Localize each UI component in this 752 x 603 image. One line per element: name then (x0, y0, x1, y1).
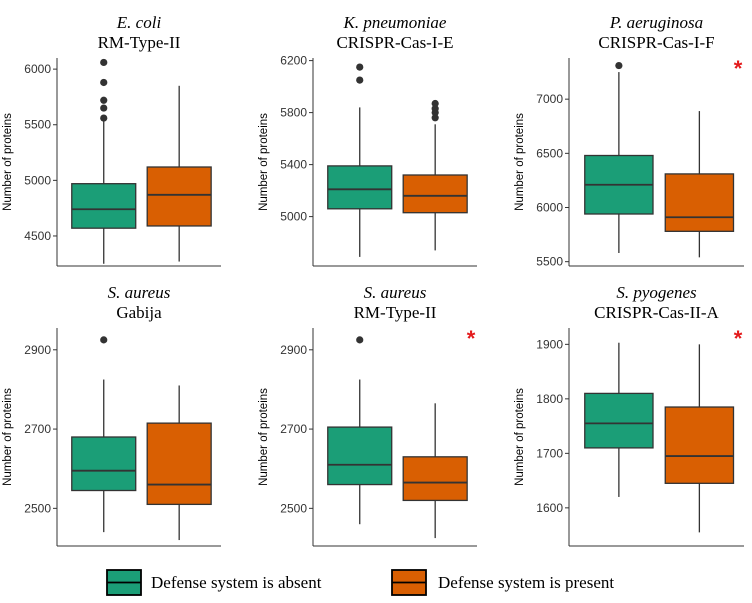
box-iqr (146, 166, 212, 227)
outlier-point (431, 105, 439, 113)
box-iqr (71, 183, 137, 229)
legend-label: Defense system is present (438, 573, 614, 592)
box-iqr (327, 165, 393, 210)
box-present (146, 385, 212, 541)
y-tick-label: 2900 (24, 343, 51, 357)
outlier-point (431, 99, 439, 108)
y-tick-label: 5000 (280, 210, 307, 224)
significance-star: * (734, 56, 743, 81)
legend-item-present: Defense system is present (391, 569, 614, 596)
panel-system-title: RM-Type-II (354, 303, 437, 322)
box-present (146, 85, 212, 262)
y-tick-label: 2700 (24, 422, 51, 436)
box-iqr (664, 406, 735, 484)
box-absent (327, 63, 393, 257)
y-axis-label: Number of proteins (2, 388, 14, 486)
y-tick-label: 5800 (280, 106, 307, 120)
box-present (402, 99, 468, 251)
y-tick-label: 1700 (536, 446, 563, 460)
panel-species-title: K. pneumoniae (343, 13, 447, 32)
box-present (664, 111, 735, 258)
box-absent (584, 342, 654, 497)
y-tick-label: 2500 (24, 501, 51, 515)
outlier-point (356, 63, 364, 71)
y-tick-label: 6200 (280, 54, 307, 68)
box-present (664, 344, 735, 533)
panels: E. coliRM-Type-II4500500055006000Number … (2, 13, 744, 547)
outlier-point (615, 61, 623, 70)
box-present (402, 403, 468, 539)
panel-system-title: Gabija (116, 303, 162, 322)
panel-species-title: S. aureus (364, 283, 427, 302)
y-tick-label: 7000 (536, 92, 563, 106)
y-tick-label: 5500 (24, 118, 51, 132)
y-tick-label: 1900 (536, 337, 563, 351)
box-iqr (71, 436, 137, 492)
y-axis-label: Number of proteins (2, 113, 14, 211)
panel-system-title: CRISPR-Cas-II-A (594, 303, 719, 322)
y-tick-label: 5400 (280, 158, 307, 172)
outlier-point (100, 114, 108, 122)
significance-star: * (734, 326, 743, 351)
panel-species-title: S. pyogenes (616, 283, 697, 302)
y-tick-label: 5000 (24, 173, 51, 187)
box-iqr (584, 392, 654, 449)
y-tick-label: 6000 (24, 62, 51, 76)
outlier-point (100, 336, 108, 344)
panel-system-title: RM-Type-II (98, 33, 181, 52)
y-tick-label: 1600 (536, 501, 563, 515)
legend-item-absent: Defense system is absent (106, 569, 322, 596)
outlier-point (100, 96, 108, 104)
box-iqr (402, 456, 468, 502)
panel-species-title: E. coli (116, 13, 162, 32)
outlier-point (356, 76, 364, 84)
panel-system-title: CRISPR-Cas-I-F (598, 33, 714, 52)
y-tick-label: 6500 (536, 146, 563, 160)
y-axis-label: Number of proteins (258, 113, 270, 211)
y-tick-label: 2900 (280, 343, 307, 357)
box-absent (71, 58, 137, 264)
outlier-point (100, 104, 108, 112)
outlier-point (431, 114, 439, 122)
box-iqr (402, 174, 468, 214)
y-tick-label: 1800 (536, 392, 563, 406)
outlier-point (100, 78, 108, 87)
panel-species-title: P. aeruginosa (609, 13, 703, 32)
panel-system-title: CRISPR-Cas-I-E (336, 33, 453, 52)
y-tick-label: 6000 (536, 201, 563, 215)
y-tick-label: 5500 (536, 255, 563, 269)
y-tick-label: 4500 (24, 229, 51, 243)
y-axis-label: Number of proteins (514, 113, 526, 211)
outlier-point (356, 336, 364, 344)
box-iqr (327, 426, 393, 486)
significance-star: * (467, 326, 476, 351)
box-absent (584, 61, 654, 253)
box-iqr (146, 422, 212, 506)
panel-species-title: S. aureus (108, 283, 171, 302)
box-iqr (664, 173, 735, 232)
legend-label: Defense system is absent (151, 573, 322, 592)
y-tick-label: 2500 (280, 501, 307, 515)
legend: Defense system is absent Defense system i… (106, 569, 614, 596)
y-tick-label: 2700 (280, 422, 307, 436)
box-absent (327, 336, 393, 525)
y-axis-label: Number of proteins (258, 388, 270, 486)
box-absent (71, 336, 137, 533)
y-axis-label: Number of proteins (514, 388, 526, 486)
outlier-point (100, 58, 108, 67)
